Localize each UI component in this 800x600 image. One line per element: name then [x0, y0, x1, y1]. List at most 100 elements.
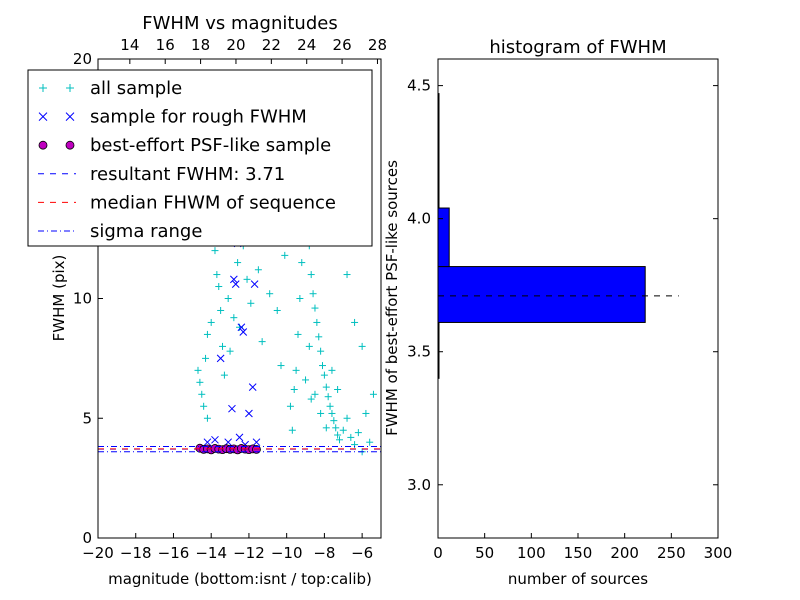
scatter-y-tick-label-4: 20: [73, 50, 92, 68]
legend-entry-1-marker-a: [38, 112, 48, 121]
scatter-point-s0-47: [307, 271, 315, 279]
scatter-point-s1-1-b: [229, 275, 238, 284]
scatter-point-s0-37: [288, 426, 296, 434]
scatter-point-s1-4-b: [239, 328, 248, 336]
scatter-point-s1-3-b: [237, 323, 246, 332]
scatter-point-s0-65: [347, 433, 355, 441]
scatter-point-s1-7-b: [250, 280, 259, 288]
scatter-point-s0-0: [194, 366, 202, 374]
scatter-point-s1-0: [216, 354, 225, 363]
scatter-top-tick-label-3: 20: [226, 36, 245, 54]
scatter-point-s0-61: [334, 431, 342, 439]
scatter-point-s0-58: [328, 409, 336, 417]
scatter-x-tick-label-7: −6: [351, 544, 373, 562]
scatter-point-s0-27: [254, 266, 262, 274]
scatter-point-s0-12: [217, 306, 225, 314]
scatter-lines: [98, 446, 381, 453]
histogram-bar-2: [437, 207, 450, 268]
histogram-bars: [437, 93, 646, 379]
scatter-point-s1-12-b: [252, 438, 261, 447]
scatter-point-s0-21: [234, 259, 242, 267]
scatter-point-s0-95: [307, 395, 315, 403]
scatter-point-s0-41: [296, 295, 304, 302]
scatter-point-s1-2-b: [231, 280, 240, 288]
legend-entry-5: sigma range: [38, 221, 202, 242]
scatter-top-tick-label-7: 28: [368, 36, 387, 54]
scatter-point-s0-10: [213, 271, 221, 279]
scatter-point-s1-8: [228, 404, 236, 413]
scatter-point-s0-57: [326, 402, 334, 410]
scatter-point-s0-5: [203, 330, 211, 338]
scatter-point-s1-10-b: [235, 433, 244, 442]
scatter-point-s1-3: [237, 323, 246, 332]
histogram-y-tick-label-0: 3.0: [407, 476, 431, 494]
legend-entry-1-marker-b-b: [65, 112, 75, 121]
scatter-x-tick-label-1: −18: [120, 544, 152, 562]
scatter-point-s0-88: [305, 342, 313, 350]
scatter-point-s0-93: [334, 386, 342, 394]
legend-entry-2-marker-b: [65, 140, 75, 150]
scatter-point-s0-48: [309, 290, 317, 298]
scatter-point-s0-91: [322, 424, 330, 432]
scatter-point-s0-25: [247, 299, 255, 307]
histogram-x-tick-label-3: 150: [564, 544, 593, 562]
scatter-top-tick-label-1: 16: [156, 36, 175, 54]
scatter-point-s1-6-b: [248, 383, 257, 391]
histogram-plot-area: [437, 93, 679, 379]
legend-entry-0-marker-a: [39, 84, 47, 92]
legend-entry-1-marker-a-b: [38, 112, 48, 121]
scatter-point-s0-54: [320, 371, 328, 379]
histogram-x-tick-label-6: 300: [704, 544, 733, 562]
scatter-point-s0-16: [224, 295, 232, 302]
scatter-x-tick-label-2: −16: [158, 544, 190, 562]
scatter-point-s0-69: [362, 409, 370, 417]
scatter-point-s0-39: [292, 366, 300, 374]
scatter-point-s1-0-b: [216, 354, 225, 363]
legend-entry-3-label: resultant FWHM: 3.71: [90, 164, 285, 185]
scatter-top-tick-label-2: 18: [191, 36, 210, 54]
legend-entry-1-marker-b: [65, 112, 75, 121]
scatter-point-s0-71: [369, 390, 377, 398]
scatter-y-tick-label-0: 0: [82, 529, 92, 547]
legend-entry-1-label: sample for rough FWHM: [90, 107, 307, 128]
legend-entry-0-marker-b: [66, 84, 74, 92]
scatter-point-s0-62: [335, 436, 343, 444]
scatter-point-s0-34: [281, 251, 289, 259]
scatter-point-s0-32: [273, 306, 281, 314]
scatter-point-s0-19: [230, 314, 238, 322]
scatter-point-s1-14: [211, 435, 219, 444]
scatter-point-s0-33: [277, 362, 285, 370]
scatter-point-s1-7: [250, 280, 259, 288]
legend-entry-4: median FHWM of sequence: [38, 192, 336, 213]
scatter-point-s1-14-b: [211, 435, 219, 444]
scatter-point-s1-15: [203, 438, 212, 447]
scatter-point-s0-52: [317, 347, 325, 355]
scatter-point-s0-50: [313, 318, 321, 326]
scatter-point-s0-94: [302, 376, 310, 384]
scatter-point-s0-11: [215, 283, 223, 291]
scatter-point-s0-59: [330, 417, 338, 425]
scatter-point-s0-9: [211, 247, 219, 255]
scatter-point-s0-86: [351, 318, 359, 326]
scatter-point-s0-13: [219, 342, 227, 350]
scatter-top-tick-label-6: 26: [333, 36, 352, 54]
scatter-point-s0-49: [311, 304, 319, 312]
histogram-x-tick-label-1: 50: [475, 544, 494, 562]
scatter-point-s0-64: [343, 414, 351, 422]
legend-entry-2: best-effort PSF-like sample: [38, 135, 331, 156]
histogram-y-tick-label-1: 3.5: [407, 343, 431, 361]
scatter-x-tick-label-5: −10: [271, 544, 303, 562]
scatter-point-s0-53: [319, 362, 327, 370]
scatter-point-s1-15-b: [203, 438, 212, 447]
legend-entry-4-label: median FHWM of sequence: [90, 192, 336, 213]
scatter-point-s0-28: [258, 338, 266, 346]
scatter-x-tick-label-0: −20: [82, 544, 114, 562]
scatter-title: FWHM vs magnitudes: [142, 13, 337, 34]
scatter-point-s1-10: [235, 433, 244, 442]
scatter-top-ticks: 14 16 18 20 22 24 26 28: [120, 36, 387, 64]
scatter-point-s0-38: [290, 386, 298, 394]
legend-entry-2-marker-a: [38, 140, 48, 150]
histogram-ylabel: FWHM of best-effort PSF-like sources: [383, 160, 401, 436]
scatter-point-s0-30: [266, 290, 274, 298]
scatter-point-s1-1: [229, 275, 238, 284]
